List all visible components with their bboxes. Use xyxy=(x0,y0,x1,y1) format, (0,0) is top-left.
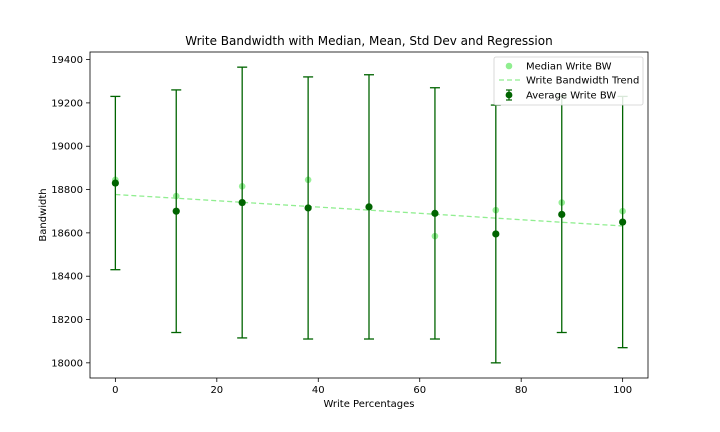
errorbar xyxy=(364,74,374,340)
errorbar xyxy=(556,95,567,334)
x-tick-label: 80 xyxy=(515,385,528,396)
y-tick-label: 18400 xyxy=(51,272,83,283)
errorbar xyxy=(110,95,121,271)
average-point xyxy=(431,209,439,217)
y-tick-label: 18800 xyxy=(51,185,83,196)
average-point xyxy=(558,210,566,219)
average-point xyxy=(111,179,119,187)
legend-marker-average xyxy=(505,91,513,99)
y-axis: 18000 18200 18400 18600 18800 19000 19200 19400 xyxy=(51,55,90,369)
average-point xyxy=(172,207,180,215)
y-tick-label: 19200 xyxy=(51,98,83,109)
trend-line xyxy=(115,193,623,227)
average-point xyxy=(365,203,373,211)
y-tick-label: 19400 xyxy=(51,55,83,66)
chart-title: Write Bandwidth with Median, Mean, Std D… xyxy=(185,34,552,48)
legend-marker-median xyxy=(505,62,513,70)
y-tick-label: 18600 xyxy=(51,228,83,239)
average-point xyxy=(304,204,312,212)
x-tick-label: 0 xyxy=(112,385,118,396)
errorbar xyxy=(617,95,628,349)
x-tick-label: 60 xyxy=(413,385,426,396)
plot-frame xyxy=(89,51,649,379)
y-tick-label: 18000 xyxy=(51,358,83,369)
y-axis-title: Bandwidth xyxy=(38,188,49,241)
x-tick-label: 20 xyxy=(210,385,223,396)
errorbar xyxy=(303,76,314,340)
average-point xyxy=(238,198,246,207)
x-axis-title: Write Percentages xyxy=(323,399,414,410)
y-tick-label: 19000 xyxy=(51,142,83,153)
errorbar xyxy=(490,104,501,364)
legend-label-median: Median Write BW xyxy=(526,62,612,73)
average-point xyxy=(492,230,500,238)
errorbar xyxy=(171,89,182,334)
x-tick-label: 100 xyxy=(613,385,632,396)
legend-label-trend: Write Bandwidth Trend xyxy=(526,76,639,87)
plot-area xyxy=(89,51,649,379)
errorbar xyxy=(429,87,440,340)
errorbar xyxy=(237,66,248,339)
average-point xyxy=(619,218,627,226)
x-axis: 0 20 40 60 80 100 xyxy=(112,378,632,396)
legend: Median Write BW Write Bandwidth Trend Aver… xyxy=(493,56,644,106)
x-tick-label: 40 xyxy=(312,385,325,396)
y-tick-label: 18200 xyxy=(51,315,83,326)
legend-box xyxy=(493,56,644,106)
legend-label-average: Average Write BW xyxy=(526,91,616,102)
